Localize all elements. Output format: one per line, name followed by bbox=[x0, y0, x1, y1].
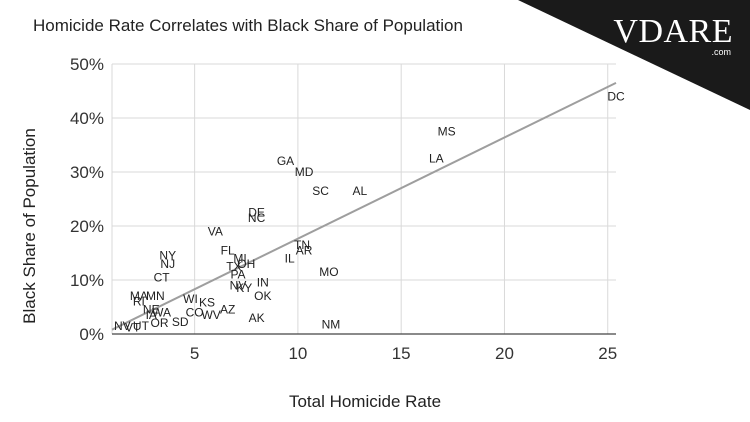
data-point-ut: UT bbox=[133, 319, 150, 333]
x-tick-label: 25 bbox=[598, 344, 617, 363]
data-point-az: AZ bbox=[220, 303, 235, 317]
y-tick-label: 50% bbox=[70, 55, 104, 74]
y-tick-label: 30% bbox=[70, 163, 104, 182]
y-tick-label: 10% bbox=[70, 271, 104, 290]
data-point-dc: DC bbox=[607, 89, 625, 103]
data-point-ms: MS bbox=[438, 125, 456, 139]
y-tick-label: 20% bbox=[70, 217, 104, 236]
data-point-mi: MI bbox=[233, 251, 246, 265]
data-point-md: MD bbox=[295, 165, 314, 179]
data-point-or: OR bbox=[151, 316, 169, 330]
data-point-ct: CT bbox=[154, 270, 171, 284]
data-point-ga: GA bbox=[277, 154, 294, 168]
data-point-nc: NC bbox=[248, 211, 266, 225]
data-point-nv: NV bbox=[230, 278, 247, 292]
data-point-tx: TX bbox=[226, 260, 241, 274]
y-tick-label: 40% bbox=[70, 109, 104, 128]
data-point-fl: FL bbox=[221, 243, 235, 257]
data-point-in: IN bbox=[257, 276, 269, 290]
x-tick-label: 10 bbox=[288, 344, 307, 363]
brand-logo: VDARE bbox=[613, 13, 733, 50]
x-tick-label: 15 bbox=[392, 344, 411, 363]
data-point-nv: NV bbox=[114, 319, 131, 333]
data-point-ia: IA bbox=[146, 308, 157, 322]
x-axis-title: Total Homicide Rate bbox=[289, 392, 441, 411]
data-point-ks: KS bbox=[199, 296, 215, 310]
data-point-al: AL bbox=[353, 184, 368, 198]
data-point-wi: WI bbox=[183, 292, 198, 306]
data-point-va: VA bbox=[208, 224, 223, 238]
data-point-sc: SC bbox=[312, 184, 329, 198]
watermark-banner-shape bbox=[518, 0, 750, 110]
x-tick-label: 5 bbox=[190, 344, 199, 363]
axis-layer: 0% 10% 20% 30% 40% 50% 5 10 15 20 25 bbox=[70, 55, 617, 363]
trendline bbox=[111, 82, 617, 331]
data-point-sd: SD bbox=[172, 315, 189, 329]
data-point-mo: MO bbox=[319, 265, 338, 279]
data-point-ok: OK bbox=[254, 289, 271, 303]
y-tick-label: 0% bbox=[79, 325, 104, 344]
data-point-la: LA bbox=[429, 152, 444, 166]
y-axis-title: Black Share of Population bbox=[20, 128, 39, 324]
watermark-corner: VDARE .com bbox=[490, 0, 750, 110]
chart-title: Homicide Rate Correlates with Black Shar… bbox=[33, 16, 463, 35]
data-point-il: IL bbox=[285, 251, 295, 265]
data-point-nm: NM bbox=[322, 317, 341, 331]
data-point-ri: RI bbox=[133, 295, 145, 309]
x-tick-label: 20 bbox=[495, 344, 514, 363]
data-point-ny: NY bbox=[159, 249, 176, 263]
data-point-oh: OH bbox=[237, 257, 255, 271]
data-point-wa: WA bbox=[152, 305, 171, 319]
data-point-wv: WV bbox=[201, 308, 220, 322]
data-point-nj: NJ bbox=[160, 257, 175, 271]
data-point-co: CO bbox=[186, 305, 204, 319]
data-point-ma: MA bbox=[130, 289, 148, 303]
data-point-ky: KY bbox=[236, 281, 252, 295]
data-point-ar: AR bbox=[296, 243, 313, 257]
data-point-ne: NE bbox=[143, 303, 160, 317]
data-point-de: DE bbox=[248, 206, 265, 220]
data-point-ak: AK bbox=[249, 311, 265, 325]
data-point-tn: TN bbox=[294, 238, 310, 252]
data-point-pa: PA bbox=[230, 268, 245, 282]
data-point-mn: MN bbox=[146, 289, 165, 303]
brand-domain: .com bbox=[711, 47, 731, 57]
trendline-layer bbox=[111, 82, 617, 331]
data-point-vt: VT bbox=[125, 321, 141, 335]
